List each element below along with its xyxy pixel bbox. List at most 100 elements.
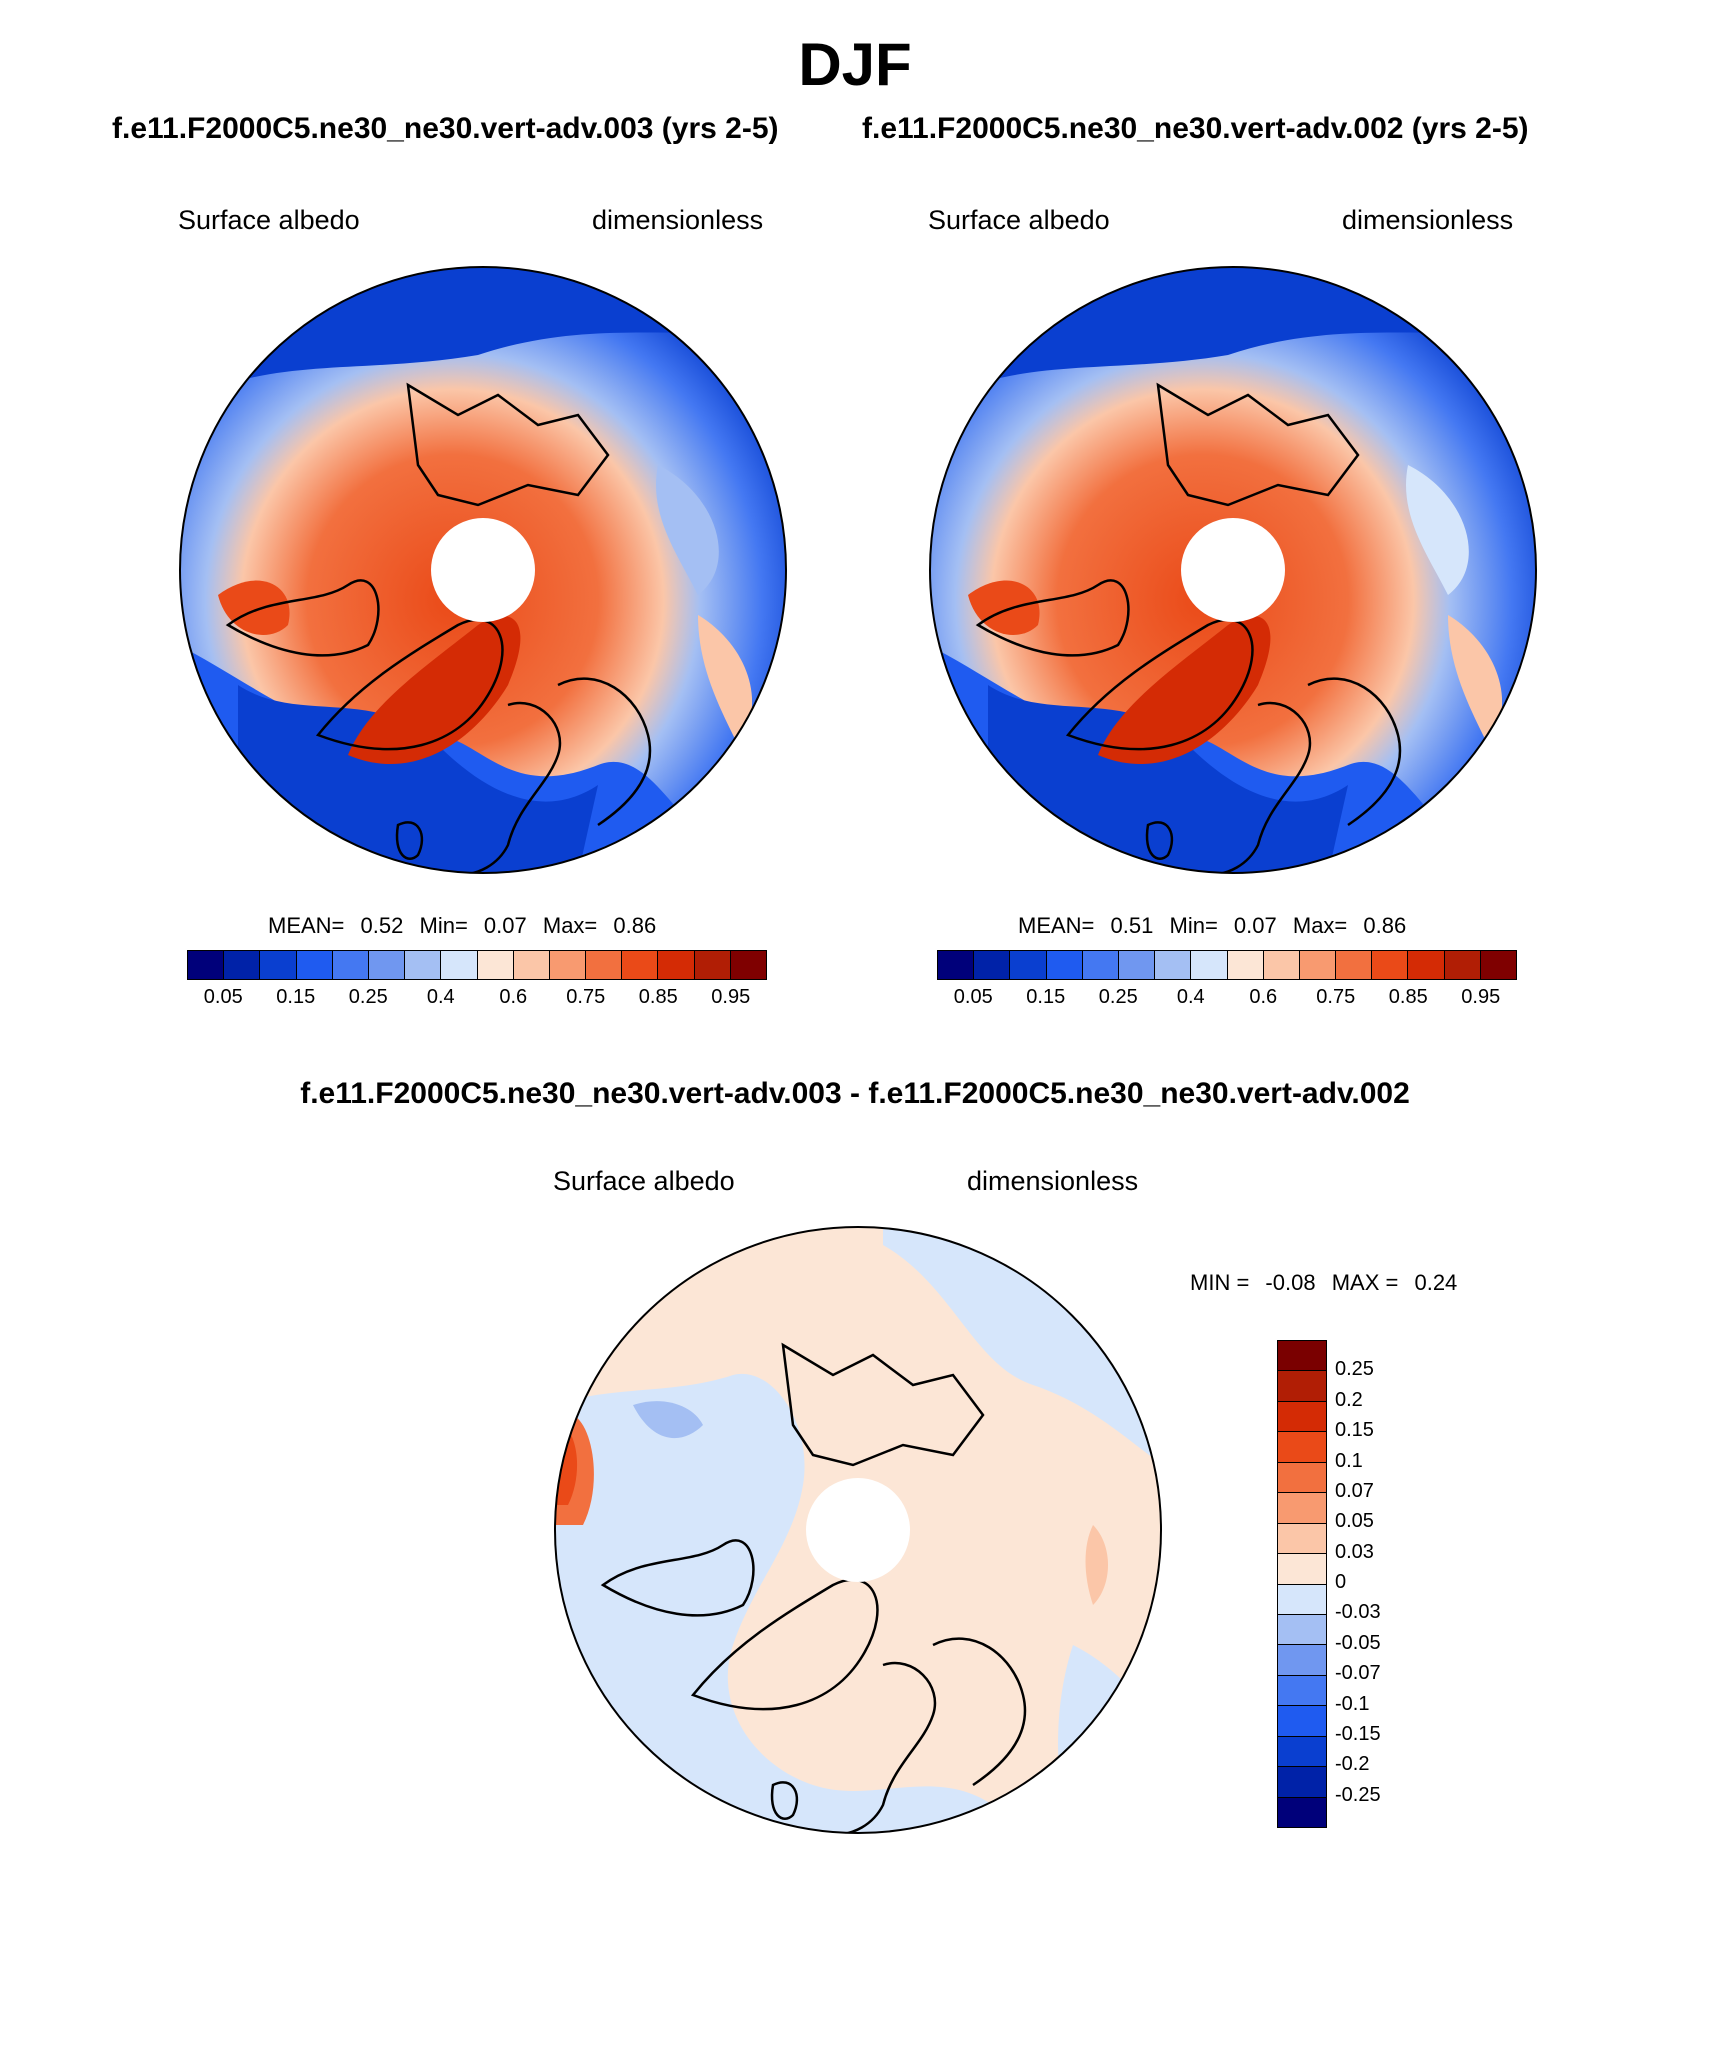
colorbar-tick-label: 0.15 <box>1026 986 1066 1008</box>
colorbar-swatch <box>658 951 695 979</box>
colorbar-tick-label: 0.75 <box>1316 986 1356 1008</box>
colorbar-swatch <box>1278 1371 1326 1402</box>
colorbar-tick-label: 0.4 <box>1176 986 1205 1008</box>
colorbar-tick-label: 0.85 <box>1388 986 1428 1008</box>
left-colorbar-swatches <box>187 950 767 980</box>
left-stats: MEAN= 0.52 Min= 0.07 Max= 0.86 <box>268 913 666 939</box>
right-stats: MEAN= 0.51 Min= 0.07 Max= 0.86 <box>1018 913 1416 939</box>
diff-units-label: dimensionless <box>967 1166 1139 1196</box>
colorbar-swatch <box>974 951 1011 979</box>
colorbar-swatch <box>441 951 478 979</box>
right-mean-label: MEAN= <box>1018 913 1095 938</box>
colorbar-swatch <box>1010 951 1047 979</box>
left-mean-value: 0.52 <box>360 913 404 938</box>
colorbar-swatch <box>1278 1767 1326 1798</box>
colorbar-swatch <box>1278 1584 1326 1615</box>
colorbar-swatch <box>1227 951 1264 979</box>
colorbar-swatch <box>1278 1706 1326 1737</box>
colorbar-tick-label: -0.05 <box>1335 1631 1381 1654</box>
left-units-label: dimensionless <box>592 205 764 235</box>
right-polar-map <box>929 266 1537 874</box>
colorbar-swatch <box>1278 1554 1326 1585</box>
colorbar-swatch <box>260 951 297 979</box>
right-units-label: dimensionless <box>1342 205 1514 235</box>
colorbar-tick-label: 0.15 <box>1335 1419 1374 1442</box>
right-mean-value: 0.51 <box>1110 913 1154 938</box>
colorbar-swatch <box>513 951 550 979</box>
colorbar-swatch <box>1278 1493 1326 1524</box>
colorbar-swatch <box>1278 1341 1326 1372</box>
colorbar-tick-label: 0.05 <box>953 986 993 1008</box>
colorbar-tick-label: 0.25 <box>1335 1358 1374 1381</box>
colorbar-tick-label: 0 <box>1335 1571 1347 1593</box>
colorbar-swatch <box>1278 1797 1326 1827</box>
colorbar-swatch <box>1480 951 1516 979</box>
right-min-value: 0.07 <box>1233 913 1277 938</box>
colorbar-tick-label: 0.2 <box>1335 1388 1363 1411</box>
diff-colorbar-swatches <box>1277 1340 1327 1828</box>
colorbar-swatch <box>1263 951 1300 979</box>
diff-variable-label: Surface albedo <box>553 1166 735 1196</box>
left-variable-label: Surface albedo <box>178 205 360 235</box>
right-colorbar-swatches <box>937 950 1517 980</box>
colorbar-tick-label: 0.6 <box>499 986 528 1008</box>
right-colorbar: 0.05 0.15 0.25 0.4 0.6 0.75 0.85 0.95 <box>937 950 1517 1010</box>
colorbar-tick-label: 0.07 <box>1335 1479 1374 1502</box>
colorbar-swatch <box>1408 951 1445 979</box>
colorbar-swatch <box>1278 1645 1326 1676</box>
colorbar-swatch <box>1191 951 1228 979</box>
colorbar-tick-label: 0.05 <box>1335 1510 1374 1533</box>
diff-min-label: MIN = <box>1190 1270 1250 1295</box>
colorbar-swatch <box>622 951 659 979</box>
colorbar-swatch <box>1278 1462 1326 1494</box>
right-max-value: 0.86 <box>1363 913 1407 938</box>
colorbar-swatch <box>332 951 369 979</box>
colorbar-tick-label: 0.05 <box>203 986 243 1008</box>
colorbar-swatch <box>1278 1614 1326 1646</box>
colorbar-swatch <box>694 951 731 979</box>
left-mean-label: MEAN= <box>268 913 345 938</box>
diff-stats: MIN = -0.08 MAX = 0.24 <box>1190 1270 1467 1296</box>
right-colorbar-labels: 0.05 0.15 0.25 0.4 0.6 0.75 0.85 0.95 <box>937 980 1517 1010</box>
colorbar-swatch <box>296 951 333 979</box>
diff-min-value: -0.08 <box>1265 1270 1316 1295</box>
colorbar-tick-label: -0.03 <box>1335 1601 1381 1624</box>
colorbar-tick-label: 0.15 <box>276 986 316 1008</box>
colorbar-swatch <box>1336 951 1373 979</box>
colorbar-tick-label: 0.95 <box>1461 986 1501 1008</box>
difference-polar-map <box>554 1226 1162 1834</box>
colorbar-tick-label: 0.85 <box>638 986 678 1008</box>
right-case-title: f.e11.F2000C5.ne30_ne30.vert-adv.002 (yr… <box>862 112 1529 145</box>
colorbar-tick-label: 0.75 <box>566 986 606 1008</box>
colorbar-tick-label: 0.03 <box>1335 1540 1374 1563</box>
colorbar-swatch <box>405 951 442 979</box>
left-max-value: 0.86 <box>613 913 657 938</box>
colorbar-swatch <box>938 951 975 979</box>
colorbar-swatch <box>1444 951 1481 979</box>
colorbar-swatch <box>1278 1401 1326 1433</box>
colorbar-swatch <box>1278 1736 1326 1768</box>
diff-colorbar: 0.25 0.2 0.15 0.1 0.07 0.05 0.03 0 -0.03 -0.05 -0.… <box>1277 1340 1381 1828</box>
colorbar-swatch <box>1278 1523 1326 1555</box>
left-polar-map <box>179 266 787 874</box>
colorbar-swatch <box>1372 951 1409 979</box>
figure-title: DJF <box>798 31 912 98</box>
left-case-title: f.e11.F2000C5.ne30_ne30.vert-adv.003 (yr… <box>112 112 779 145</box>
left-max-label: Max= <box>542 913 598 938</box>
right-variable-label: Surface albedo <box>928 205 1110 235</box>
left-min-value: 0.07 <box>483 913 527 938</box>
colorbar-swatch <box>1155 951 1192 979</box>
colorbar-swatch <box>549 951 587 979</box>
left-min-label: Min= <box>419 913 468 938</box>
colorbar-swatch <box>730 951 766 979</box>
colorbar-tick-label: 0.1 <box>1335 1449 1363 1472</box>
colorbar-swatch <box>1299 951 1337 979</box>
colorbar-swatch <box>1118 951 1156 979</box>
colorbar-swatch <box>1046 951 1083 979</box>
colorbar-tick-label: 0.25 <box>348 986 388 1008</box>
colorbar-tick-label: -0.07 <box>1335 1662 1381 1685</box>
colorbar-tick-label: -0.2 <box>1335 1753 1370 1776</box>
colorbar-swatch <box>1082 951 1119 979</box>
diff-max-label: MAX = <box>1331 1270 1399 1295</box>
colorbar-swatch <box>1278 1675 1326 1707</box>
